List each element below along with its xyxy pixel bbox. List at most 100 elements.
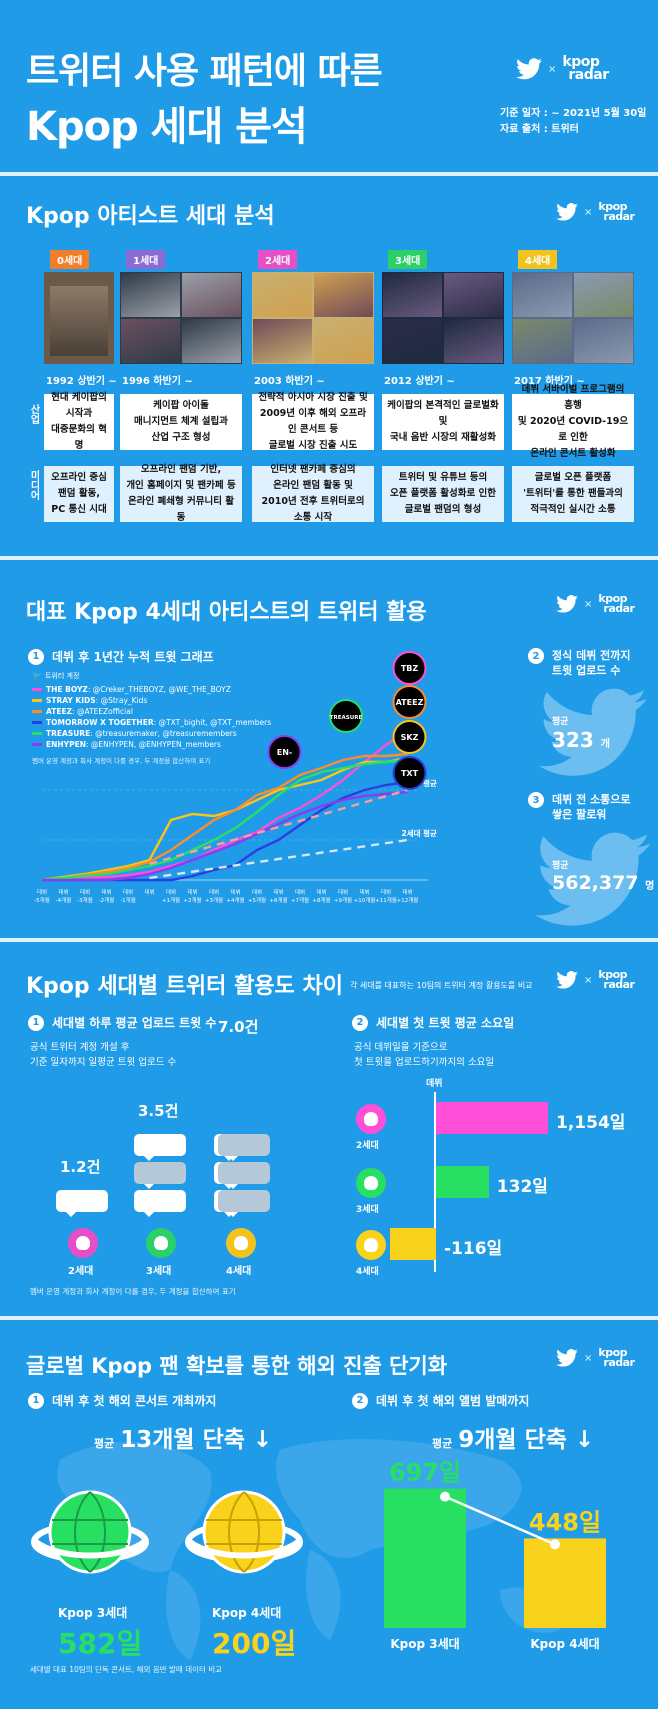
debut-axis — [434, 1092, 436, 1272]
gen-tag: 2세대 — [258, 250, 298, 269]
section2-title: 대표 Kpop 4세대 아티스트의 트위터 활용 — [26, 600, 427, 625]
gen-label: 2세대 — [356, 1141, 379, 1151]
s2-sub3-label: 데뷔 전 소통으로 쌓은 팔로워 — [552, 793, 631, 821]
avg-label: 평균 — [432, 1437, 453, 1450]
section2-brand: × kpop radar — [556, 593, 635, 615]
x-tick-label: -2개월 — [99, 896, 115, 904]
s3-sub2-desc: 공식 데뷔일을 기준으로 첫 트윗을 업로드하기까지의 소요일 — [354, 1042, 495, 1068]
legend-item: ATEEZ : @ATEEZofficial — [32, 706, 271, 717]
album-bar — [384, 1488, 466, 1628]
artist-badge — [392, 685, 427, 719]
concert-g3-value: 582일 — [58, 1627, 143, 1660]
legend-item: TOMORROW X TOGETHER : @TXT_bighit, @TXT_… — [32, 717, 271, 728]
album-value-label: 448일 — [529, 1508, 601, 1536]
tweet-bubble-icon — [134, 1162, 186, 1189]
person-icon — [146, 1228, 176, 1258]
x-tick-label: 데뷔 — [295, 888, 305, 896]
legend-note: 멤버 운영 계정과 회사 계정이 다를 경우, 두 계정을 합산하여 표기 — [32, 756, 211, 765]
tweets-unit: 개 — [600, 739, 610, 750]
concert-g4-value: 200일 — [212, 1627, 297, 1660]
s4-sub2: 2 데뷔 후 첫 해외 앨범 발매까지 — [352, 1392, 529, 1409]
legend-swatch — [32, 710, 42, 713]
first-tweet-value: 1,154일 — [556, 1113, 626, 1133]
gen-media-box: 글로벌 오픈 플랫폼 '트위터'를 통한 팬들과의 적극적인 실시간 소통 — [512, 466, 634, 522]
x-tick-label: 데뷔 — [80, 888, 90, 896]
base-date: 기준 일자 : ~ 2021년 5월 30일 — [500, 108, 647, 119]
first-tweet-bar — [436, 1166, 489, 1198]
gen-media-box: 트위터 및 유튜브 등의 오픈 플랫폼 활성화로 인한 글로벌 팬덤의 형성 — [382, 466, 504, 522]
gen-industry-box: 현대 케이팝의 시작과 대중문화의 혁명 — [44, 392, 114, 451]
gen-tag: 1세대 — [126, 250, 166, 269]
chart-legend: 🐦 트위터 계정 THE BOYZ : @Creker_THEBOYZ, @WE_… — [32, 670, 271, 765]
section1-title: Kpop 아티스트 세대 분석 — [26, 204, 275, 229]
globe-3rd-gen-icon — [31, 1490, 149, 1574]
s3-sub2-label: 세대별 첫 트윗 평균 소요일 — [376, 1016, 515, 1030]
gen-industry-box: 데뷔 서바이벌 프로그램의 흥행 및 2020년 COVID-19으로 인한 온… — [512, 384, 634, 459]
legend-account: : @Creker_THEBOYZ, @WE_THE_BOYZ — [87, 685, 231, 694]
brand-x: × — [548, 63, 557, 75]
avg-label-1: 평균 — [552, 717, 569, 727]
artist-photo — [44, 272, 114, 364]
legend-swatch — [32, 699, 42, 702]
x-tick-label: +2개월 — [183, 896, 201, 904]
series-line — [41, 758, 408, 882]
x-tick-label: 데뷔 — [338, 888, 348, 896]
avg-label: 평균 — [94, 1437, 115, 1450]
gen-tag: 3세대 — [388, 250, 428, 269]
person-icon — [226, 1228, 256, 1258]
legend-item: ENHYPEN : @ENHYPEN, @ENHYPEN_members — [32, 739, 271, 750]
x-tick-label: 데뷔 — [166, 888, 176, 896]
x-tick-label: 데뷔 — [209, 888, 219, 896]
brand-line1: kpop — [598, 200, 628, 213]
daily-tweet-value: 3.5건 — [138, 1102, 179, 1120]
tweet-bubble-icon — [134, 1190, 186, 1217]
x-tick-label: 데뷔 — [101, 888, 111, 896]
concert-g4-label: Kpop 4세대 — [212, 1606, 282, 1620]
legend-account: : @ENHYPEN, @ENHYPEN_members — [86, 740, 221, 749]
artist-badge-label: TXT — [401, 769, 419, 778]
twitter-icon — [556, 595, 578, 613]
twitter-icon — [556, 971, 578, 989]
x-tick-label: +5개월 — [248, 896, 266, 904]
x-tick-label: +7개월 — [291, 896, 309, 904]
twitter-icon: 🐦 — [32, 671, 42, 680]
gen3-average-line — [149, 788, 408, 866]
twitter-icon — [556, 1349, 578, 1367]
daily-tweet-value: 1.2건 — [60, 1158, 101, 1176]
x-tick-label: +11개월 — [375, 896, 397, 904]
artist-badge — [392, 720, 427, 754]
person-icon — [356, 1104, 386, 1134]
gen-tag: 4세대 — [518, 250, 558, 269]
section3-title: Kpop 세대별 트위터 활용도 차이 — [26, 974, 343, 999]
person-icon — [356, 1168, 386, 1198]
connector-dot — [440, 1491, 450, 1502]
gen-industry-box: 케이팝 아이돌 매니지먼트 체계 설립과 산업 구조 형성 — [120, 394, 242, 450]
artist-badge-label: ATEEZ — [396, 698, 424, 707]
x-tick-label: +3개월 — [205, 896, 223, 904]
tweet-bubble-icon — [218, 1190, 270, 1217]
num-badge: 1 — [28, 1014, 44, 1031]
kpop-radar-logo: kpop radar — [562, 55, 609, 82]
x-tick-label: 데뷔 — [273, 888, 283, 896]
album-gen-label: Kpop 4세대 — [530, 1636, 599, 1651]
x-tick-label: 데뷔 — [37, 888, 47, 896]
legend-item: TREASURE : @treasuremaker, @treasurememb… — [32, 728, 271, 739]
header-brand: × kpop radar — [516, 55, 609, 82]
gen-period: 1992 상반기 ~ — [46, 376, 117, 387]
gen-period: 2003 하반기 ~ — [254, 376, 325, 387]
gen-tag: 0세대 — [50, 250, 90, 269]
x-tick-label: -4개월 — [56, 896, 72, 904]
s2-sub2-label: 정식 데뷔 전까지 트윗 업로드 수 — [552, 649, 631, 677]
s3-sub1-label: 세대별 하루 평균 업로드 트윗 수 — [52, 1016, 217, 1030]
tweet-bubble-icon — [134, 1134, 186, 1161]
pre-debut-followers: 562,377 명 — [552, 872, 654, 894]
legend-swatch — [32, 721, 42, 724]
x-tick-label: +1개월 — [162, 896, 180, 904]
gen-label: 3세대 — [146, 1266, 172, 1277]
x-tick-label: 데뷔 — [252, 888, 262, 896]
legend-name: TOMORROW X TOGETHER — [46, 718, 154, 727]
brand-line2: radar — [603, 602, 635, 615]
legend-swatch — [32, 743, 42, 746]
first-tweet-bar — [389, 1228, 436, 1260]
